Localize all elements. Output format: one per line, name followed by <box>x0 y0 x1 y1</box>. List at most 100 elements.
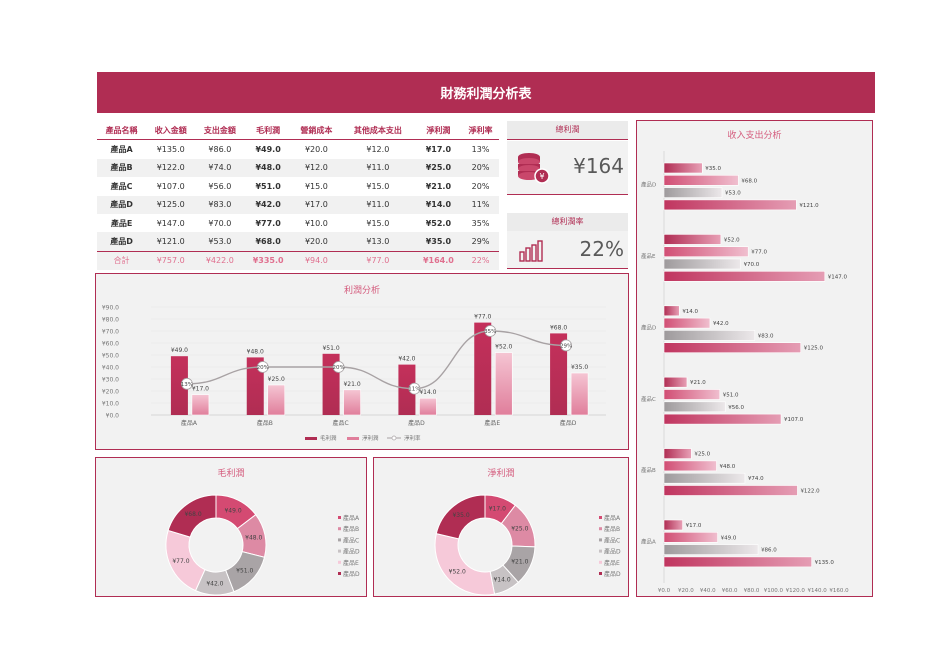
table-cell: 20% <box>462 158 499 178</box>
slice-value-label: ¥35.0 <box>452 512 469 519</box>
table-cell: ¥15.0 <box>304 181 328 191</box>
table-cell: 11% <box>462 195 499 214</box>
income-expense-bar <box>663 199 797 211</box>
income-expense-bar <box>663 485 798 496</box>
y-tick-label: ¥70.0 <box>102 329 119 336</box>
kpi-rate-value: 22% <box>579 237 624 261</box>
table-cell: ¥12.0 <box>366 145 390 155</box>
y-tick-label: 產品D <box>641 181 656 189</box>
legend-marker <box>599 572 602 575</box>
kpi-profit-card: ¥ ¥164 <box>507 141 628 195</box>
bar-value-label: ¥125.0 <box>804 346 824 352</box>
legend-label: 產品E <box>343 559 359 567</box>
net-rate-point <box>408 382 421 395</box>
bar-value-label: ¥135.0 <box>815 560 835 566</box>
kpi-profit-label: 總利潤 <box>507 121 628 140</box>
income-expense-bar <box>663 389 721 400</box>
x-tick-label: ¥100.0 <box>764 588 784 594</box>
legend-swatch-net <box>347 437 359 440</box>
table-cell: ¥15.0 <box>366 181 390 191</box>
table-cell: 22% <box>462 250 499 271</box>
x-tick-label: 產品B <box>257 419 273 427</box>
table-cell: ¥21.0 <box>425 181 452 191</box>
bar-value-label: ¥49.0 <box>721 535 737 541</box>
legend-marker <box>599 538 602 542</box>
y-tick-label: ¥20.0 <box>102 389 119 396</box>
table-cell: ¥52.0 <box>425 218 452 228</box>
table-cell: ¥20.0 <box>291 232 341 252</box>
slice-value-label: ¥17.0 <box>489 506 506 513</box>
income-expense-bar <box>663 174 739 186</box>
y-tick-label: ¥30.0 <box>102 377 119 384</box>
gross-value-label: ¥42.0 <box>398 356 415 363</box>
bar-value-label: ¥122.0 <box>800 489 820 495</box>
net-value-label: ¥17.0 <box>192 386 209 393</box>
table-cell: ¥15.0 <box>366 218 390 228</box>
table-cell: ¥83.0 <box>195 195 245 214</box>
table-cell: 產品C <box>110 181 133 191</box>
bar-value-label: ¥147.0 <box>828 274 848 280</box>
coin-stack-icon: ¥ <box>518 153 550 184</box>
donut-slice <box>435 494 486 540</box>
net-rate-label: 29% <box>560 343 572 349</box>
kpi-rate-label: 總利潤率 <box>507 213 628 232</box>
net-value-label: ¥25.0 <box>268 376 285 383</box>
legend-marker <box>599 527 602 531</box>
gross-profit-bar <box>170 356 188 415</box>
chart-title: 淨利潤 <box>487 469 515 479</box>
net-profit-bar <box>570 372 589 416</box>
legend-label: 產品C <box>604 536 620 544</box>
gross-value-label: ¥68.0 <box>550 324 567 331</box>
table-cell: ¥94.0 <box>291 250 341 271</box>
table-row: 產品A ¥135.0 ¥86.0 ¥49.0 ¥20.0 ¥12.0 ¥17.0… <box>97 140 499 159</box>
table-cell: ¥135.0 <box>156 145 185 155</box>
gross-profit-bar <box>398 364 416 415</box>
net-rate-label: 20% <box>257 365 269 371</box>
table-cell: ¥51.0 <box>255 181 281 191</box>
y-tick-label: 產品D <box>641 323 656 331</box>
income-expense-bar <box>663 544 759 555</box>
net-profit-bar <box>191 394 210 416</box>
bar-value-label: ¥17.0 <box>686 523 702 529</box>
table-cell: ¥77.0 <box>340 250 415 271</box>
kpi-rate-card: 22% <box>507 231 628 269</box>
bar-value-label: ¥35.0 <box>705 166 721 172</box>
bar-value-label: ¥14.0 <box>682 309 698 315</box>
legend-label: 產品E <box>604 559 620 567</box>
table-cell: ¥86.0 <box>208 145 232 155</box>
net-rate-label: 20% <box>332 365 344 371</box>
slice-value-label: ¥51.0 <box>236 568 253 575</box>
bar-value-label: ¥51.0 <box>723 393 739 399</box>
x-tick-label: 產品D <box>408 419 425 427</box>
slice-value-label: ¥48.0 <box>245 534 262 541</box>
income-expense-bar <box>663 330 756 341</box>
legend-label: 產品D <box>343 570 360 578</box>
income-expense-bar <box>663 271 826 282</box>
net-rate-line <box>186 330 567 390</box>
table-header: 營銷成本 <box>291 121 341 141</box>
bar-value-label: ¥74.0 <box>748 476 764 482</box>
net-profit-donut: ¥17.0 ¥25.0 ¥21.0 ¥14.0 ¥52.0 ¥35.0 產品A 產品B 產品C 產… <box>434 494 621 596</box>
net-rate-point <box>332 361 345 373</box>
legend-label: 淨利率 <box>404 434 421 442</box>
table-cell: ¥335.0 <box>244 250 292 271</box>
gross-profit-bar <box>474 322 492 415</box>
y-tick-label: 產品C <box>641 395 656 403</box>
bar-value-label: ¥48.0 <box>720 464 736 470</box>
income-expense-bar <box>663 376 688 388</box>
income-expense-chart: ¥0.0 ¥20.0 ¥40.0 ¥60.0 ¥80.0 ¥100.0 ¥120.0 ¥140… <box>641 151 849 594</box>
x-tick-label: ¥20.0 <box>678 588 694 594</box>
table-cell: ¥14.0 <box>414 195 463 214</box>
table-cell: ¥11.0 <box>340 195 415 214</box>
bar-value-label: ¥83.0 <box>758 333 774 339</box>
legend-label: 產品A <box>604 514 621 522</box>
chart-title: 毛利潤 <box>217 469 245 479</box>
income-expense-bar <box>663 401 726 413</box>
x-tick-label: ¥80.0 <box>744 588 760 594</box>
bar-value-label: ¥107.0 <box>784 417 804 423</box>
legend-marker <box>338 572 341 575</box>
bar-chart-icon <box>519 240 543 262</box>
table-row: 產品D ¥121.0 ¥53.0 ¥68.0 ¥20.0 ¥13.0 ¥35.0… <box>97 232 499 252</box>
table-cell: ¥68.0 <box>244 232 292 252</box>
table-cell: ¥48.0 <box>244 158 292 178</box>
